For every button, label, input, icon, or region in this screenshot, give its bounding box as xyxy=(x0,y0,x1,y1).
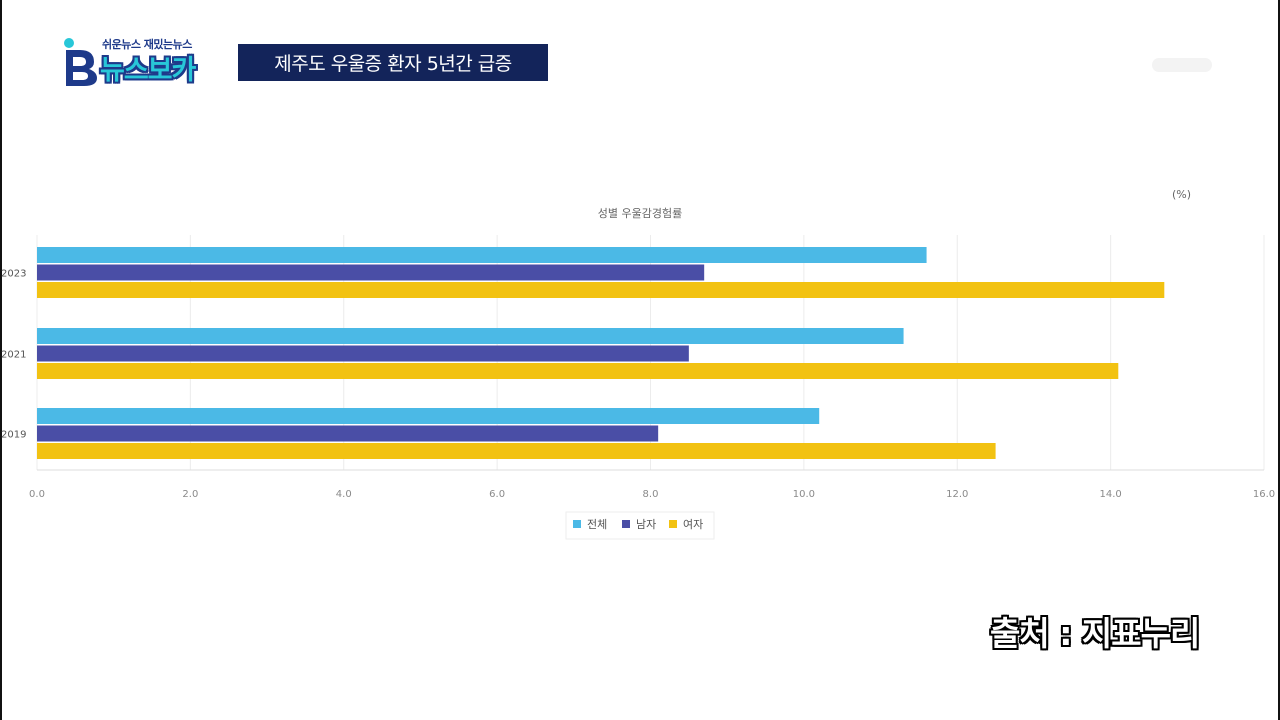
bar-series xyxy=(37,247,1165,459)
bar-전체-2019 xyxy=(37,408,820,424)
x-tick-label: 8.0 xyxy=(643,489,659,500)
legend-box xyxy=(565,511,715,540)
headline-banner: 제주도 우울증 환자 5년간 급증 xyxy=(238,44,548,81)
y-category-label: 2021 xyxy=(1,350,26,361)
legend: 전체 남자 여자 xyxy=(565,511,715,540)
logo-tagline: 쉬운뉴스 재밌는뉴스 xyxy=(102,38,192,51)
legend-label: 여자 xyxy=(683,518,703,531)
logo-mark-icon xyxy=(64,38,97,86)
bar-여자-2019 xyxy=(37,443,996,459)
bar-여자-2021 xyxy=(37,363,1119,379)
y-category-label: 2019 xyxy=(1,430,26,441)
bar-남자-2021 xyxy=(37,345,689,362)
axes: 0.0 2.0 4.0 6.0 8.0 10.0 12.0 14.0 16.0 2023 2021 2… xyxy=(1,269,1275,501)
x-tick-label: 10.0 xyxy=(793,489,815,500)
broadcaster-watermark-icon xyxy=(1152,58,1212,72)
program-logo: 쉬운뉴스 재밌는뉴스 뉴스보카 xyxy=(58,34,228,90)
legend-label: 남자 xyxy=(636,518,656,531)
chart-title: 성별 우울감경험률 xyxy=(598,207,682,220)
logo-name: 뉴스보카 xyxy=(100,55,196,86)
x-tick-label: 2.0 xyxy=(182,489,198,500)
x-tick-label: 16.0 xyxy=(1253,489,1275,500)
left-frame-border xyxy=(0,0,2,720)
bar-여자-2023 xyxy=(37,282,1165,298)
right-frame-border xyxy=(1278,0,1280,720)
y-category-label: 2023 xyxy=(1,269,26,280)
bar-남자-2023 xyxy=(37,264,705,281)
bar-전체-2021 xyxy=(37,328,904,344)
legend-swatch xyxy=(669,520,677,528)
x-tick-label: 12.0 xyxy=(946,489,968,500)
legend-swatch xyxy=(622,520,630,528)
x-tick-label: 0.0 xyxy=(29,489,45,500)
x-tick-label: 4.0 xyxy=(336,489,352,500)
unit-label: (%) xyxy=(1172,188,1191,201)
x-tick-label: 14.0 xyxy=(1099,489,1121,500)
bar-남자-2019 xyxy=(37,425,659,442)
source-caption: 출처 : 지표누리 xyxy=(990,614,1200,653)
legend-swatch xyxy=(573,520,581,528)
bar-전체-2023 xyxy=(37,247,927,263)
headline-text: 제주도 우울증 환자 5년간 급증 xyxy=(274,53,512,75)
legend-label: 전체 xyxy=(587,518,607,531)
x-tick-label: 6.0 xyxy=(489,489,505,500)
